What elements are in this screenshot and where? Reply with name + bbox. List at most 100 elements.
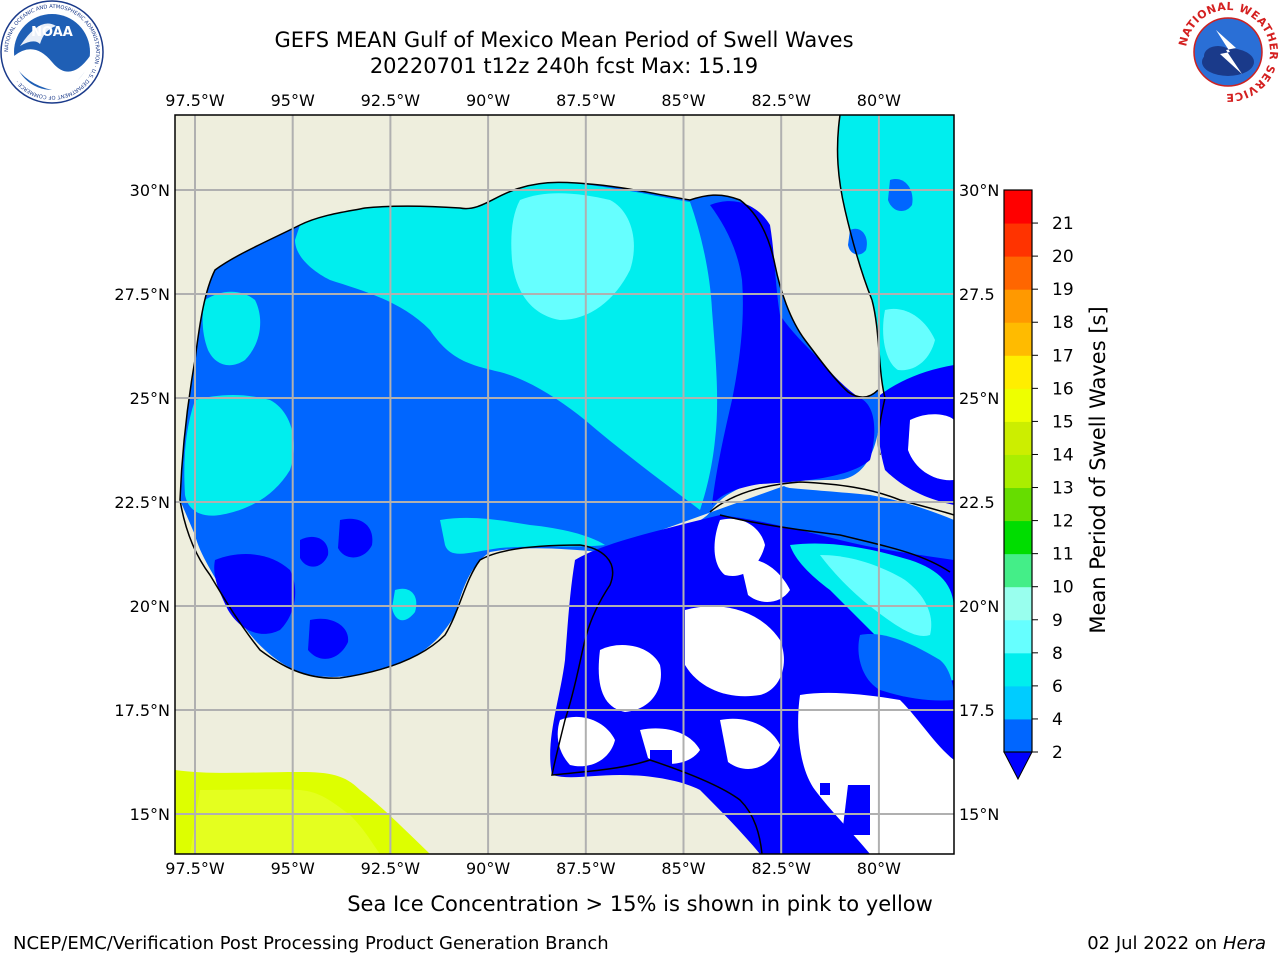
contour-region <box>883 308 935 371</box>
lat-label-right: 22.5 <box>959 493 995 512</box>
lon-label-bottom: 97.5°W <box>165 859 225 878</box>
map-border <box>174 114 955 855</box>
colorbar-swatch <box>1004 388 1032 422</box>
colorbar-frame <box>1003 189 1033 753</box>
lat-label-left: 22.5°N <box>114 493 170 512</box>
colorbar-swatch <box>1004 586 1032 621</box>
colorbar-extend <box>1003 751 1033 781</box>
colorbar-swatch <box>1004 619 1032 654</box>
lon-label-top: 95°W <box>271 91 315 110</box>
sea-ice-area <box>175 770 430 854</box>
axis-ticks: 97.5°W 97.5°W 95°W 95°W 92.5°W 92.5°W 90°W 90°W… <box>114 91 999 878</box>
colorbar-swatch <box>1004 487 1032 522</box>
contour-region <box>842 785 870 835</box>
colorbar-swatch <box>1004 718 1032 753</box>
lat-label-left: 17.5°N <box>114 701 170 720</box>
colorbar-tick-label: 2 <box>1052 743 1063 763</box>
colorbar-tick-label: 6 <box>1052 677 1063 697</box>
contour-region <box>392 588 417 621</box>
colorbar-tick-label: 20 <box>1052 247 1074 267</box>
lon-label-bottom: 95°W <box>271 859 315 878</box>
contour-region <box>300 536 329 567</box>
colorbar-swatch <box>1004 190 1032 224</box>
missing-patch <box>598 645 661 712</box>
colorbar-swatch <box>1004 454 1032 489</box>
colorbar-tick-label: 14 <box>1052 445 1074 465</box>
colorbar-tick-label: 12 <box>1052 512 1074 532</box>
colorbar-swatch <box>1004 553 1032 588</box>
colorbar-swatch <box>1004 520 1032 555</box>
colorbar-swatch <box>1004 421 1032 455</box>
lon-label-top: 85°W <box>661 91 705 110</box>
contour-region <box>888 179 913 212</box>
contour-region <box>184 395 294 516</box>
missing-patch <box>685 606 784 697</box>
lat-label-right: 15°N <box>959 805 999 824</box>
lat-label-right: 17.5 <box>959 701 995 720</box>
colorbar: 2 4 6 8 9 10 11 12 13 14 15 16 17 18 19 20 21 <box>1003 189 1074 781</box>
lat-lon-grid <box>175 115 954 854</box>
lat-label-right: 20°N <box>959 597 999 616</box>
contour-region <box>820 783 830 795</box>
missing-patch <box>720 718 780 769</box>
colorbar-tick-label: 9 <box>1052 611 1063 631</box>
colorbar-tick-label: 13 <box>1052 479 1074 499</box>
missing-patch <box>740 559 790 602</box>
colorbar-tick-label: 8 <box>1052 644 1063 664</box>
colorbar-tick-label: 11 <box>1052 545 1074 565</box>
colorbar-tick-label: 17 <box>1052 346 1074 366</box>
colorbar-tick-label: 4 <box>1052 710 1063 730</box>
sea-ice-area-light <box>190 789 380 854</box>
lon-label-bottom: 90°W <box>466 859 510 878</box>
lon-label-bottom: 87.5°W <box>556 859 616 878</box>
nws-logo: NATIONAL WEATHER SERVICE <box>1176 0 1279 104</box>
contour-region <box>511 193 634 320</box>
colorbar-swatch <box>1004 355 1032 389</box>
lon-label-top: 97.5°W <box>165 91 225 110</box>
map-title: GEFS MEAN Gulf of Mexico Mean Period of … <box>274 28 854 52</box>
lat-label-left: 27.5°N <box>114 285 170 304</box>
lat-label-right: 30°N <box>959 181 999 200</box>
lon-label-top: 92.5°W <box>361 91 421 110</box>
noaa-logo: NOAA NATIONAL OCEANIC AND ATMOSPHERIC AD… <box>0 0 104 104</box>
date-text: 02 Jul 2022 on <box>1087 933 1223 954</box>
map-panel <box>175 115 954 854</box>
date-stamp: 02 Jul 2022 on Hera <box>1087 933 1266 954</box>
colorbar-tick-label: 16 <box>1052 379 1074 399</box>
map-subtitle: 20220701 t12z 240h fcst Max: 15.19 <box>369 54 759 78</box>
lon-label-top: 90°W <box>466 91 510 110</box>
lon-label-bottom: 82.5°W <box>751 859 811 878</box>
contour-region <box>308 618 349 659</box>
contour-region <box>202 291 261 366</box>
sea-ice-caption: Sea Ice Concentration > 15% is shown in … <box>347 892 933 916</box>
colorbar-tick-label: 10 <box>1052 578 1074 598</box>
contour-region <box>338 518 373 558</box>
contour-region <box>858 634 954 701</box>
colorbar-swatch <box>1004 652 1032 687</box>
host-name: Hera <box>1222 933 1266 954</box>
colorbar-label: Mean Period of Swell Waves [s] <box>1086 306 1110 633</box>
colorbar-swatch <box>1004 256 1032 290</box>
contour-region <box>848 228 867 255</box>
lat-label-right: 27.5 <box>959 285 995 304</box>
swell-period-contours <box>184 179 954 701</box>
contour-region <box>820 555 932 636</box>
lon-label-bottom: 85°W <box>661 859 705 878</box>
colorbar-tick-label: 19 <box>1052 280 1074 300</box>
lon-label-top: 87.5°W <box>556 91 616 110</box>
lat-label-right: 25°N <box>959 389 999 408</box>
colorbar-tick-label: 21 <box>1052 214 1074 234</box>
lon-label-bottom: 92.5°W <box>361 859 421 878</box>
lon-label-top: 80°W <box>857 91 901 110</box>
contour-region <box>710 201 875 505</box>
lat-label-left: 15°N <box>130 805 170 824</box>
lat-label-left: 20°N <box>130 597 170 616</box>
lon-label-bottom: 80°W <box>857 859 901 878</box>
missing-patch <box>908 414 954 481</box>
svg-text:NOAA: NOAA <box>31 25 73 40</box>
colorbar-swatch <box>1004 223 1032 257</box>
lat-label-left: 25°N <box>130 389 170 408</box>
colorbar-swatch <box>1004 685 1032 720</box>
credit-text: NCEP/EMC/Verification Post Processing Pr… <box>13 933 609 954</box>
